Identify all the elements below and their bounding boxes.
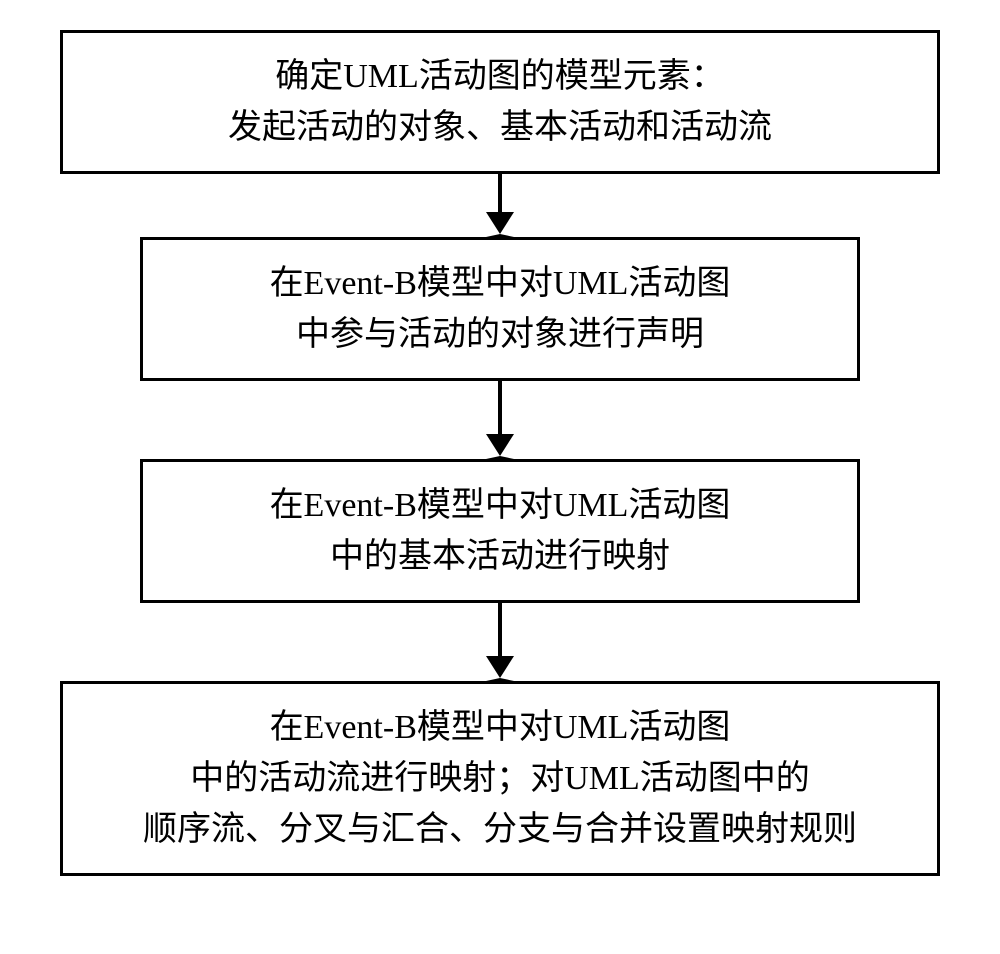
node-text-line: 顺序流、分叉与汇合、分支与合并设置映射规则 [143, 804, 857, 855]
node-text-line: 确定UML活动图的模型元素： [275, 51, 725, 102]
flow-arrow [486, 174, 514, 237]
node-text-line: 在Event-B模型中对UML活动图 [270, 480, 731, 531]
flow-arrow [486, 603, 514, 681]
flowchart-node: 确定UML活动图的模型元素：发起活动的对象、基本活动和活动流 [60, 30, 940, 174]
node-text-line: 在Event-B模型中对UML活动图 [270, 258, 731, 309]
node-text-line: 中的活动流进行映射；对UML活动图中的 [190, 753, 810, 804]
node-text-line: 中参与活动的对象进行声明 [296, 309, 704, 360]
flowchart-node: 在Event-B模型中对UML活动图中的活动流进行映射；对UML活动图中的顺序流… [60, 681, 940, 876]
node-text-line: 发起活动的对象、基本活动和活动流 [228, 102, 772, 153]
flowchart-container: 确定UML活动图的模型元素：发起活动的对象、基本活动和活动流在Event-B模型… [30, 30, 970, 876]
node-text-line: 中的基本活动进行映射 [330, 531, 670, 582]
node-text-line: 在Event-B模型中对UML活动图 [270, 702, 731, 753]
flowchart-node: 在Event-B模型中对UML活动图中参与活动的对象进行声明 [140, 237, 860, 381]
flow-arrow [486, 381, 514, 459]
flowchart-node: 在Event-B模型中对UML活动图中的基本活动进行映射 [140, 459, 860, 603]
